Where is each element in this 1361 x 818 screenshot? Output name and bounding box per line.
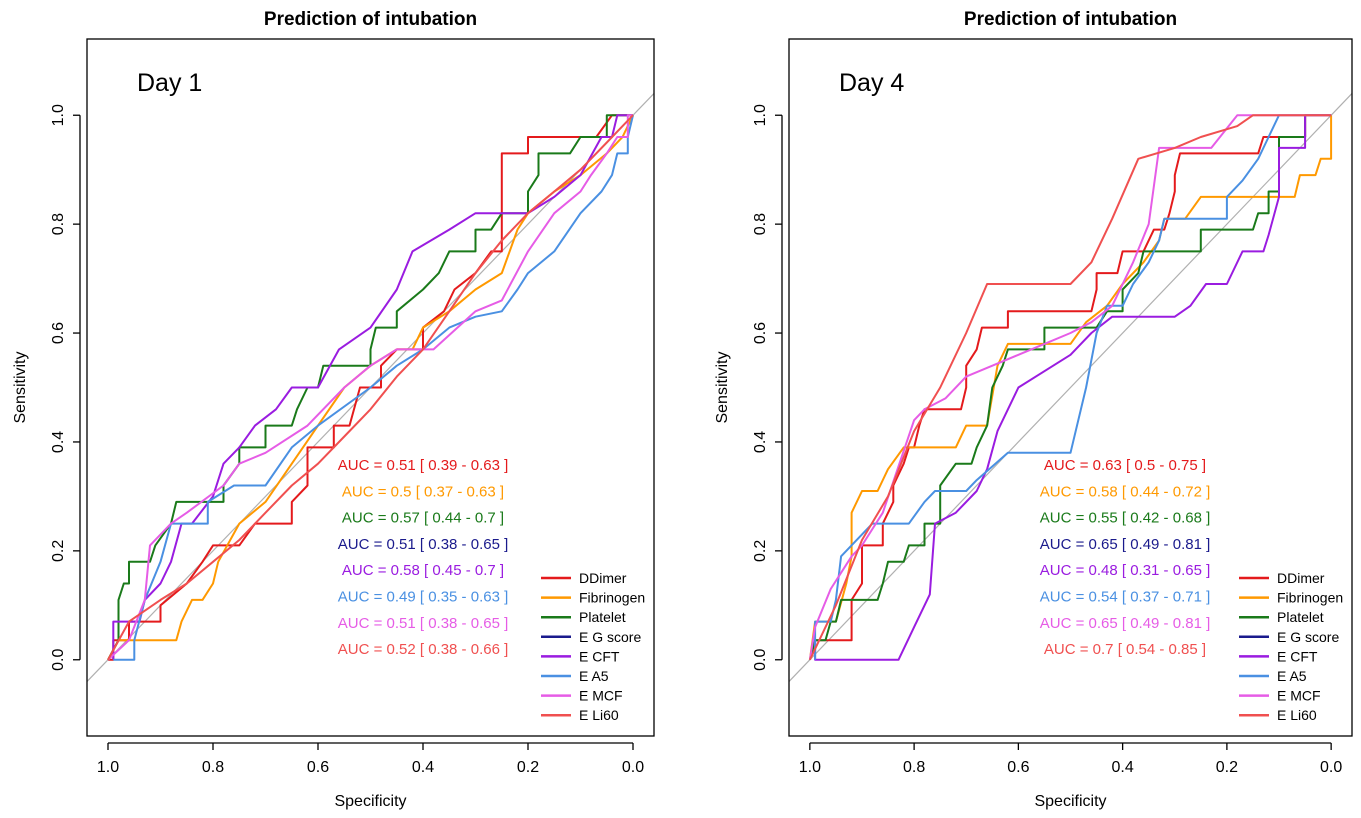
- y-tick-label: 0.8: [50, 213, 67, 235]
- auc-label: AUC = 0.5 [ 0.37 - 0.63 ]: [342, 483, 504, 500]
- y-tick-label: 0.0: [50, 649, 67, 671]
- legend-label: Fibrinogen: [1277, 590, 1343, 606]
- x-tick-label: 0.0: [1320, 759, 1342, 776]
- auc-label: AUC = 0.55 [ 0.42 - 0.68 ]: [1040, 510, 1211, 527]
- panel-label: Day 1: [137, 69, 202, 97]
- roc-curve-e-a5: [814, 114, 1332, 660]
- legend-label: E CFT: [579, 648, 620, 664]
- y-tick-label: 1.0: [752, 104, 769, 126]
- roc-curve-ddimer: [808, 114, 1332, 661]
- legend-label: Platelet: [1277, 609, 1324, 625]
- x-tick-label: 0.8: [202, 759, 224, 776]
- legend-label: E A5: [579, 668, 609, 684]
- y-tick-label: 0.2: [752, 540, 769, 562]
- legend-label: E Li60: [1277, 707, 1317, 723]
- roc-curve-platelet: [808, 114, 1332, 661]
- auc-label: AUC = 0.51 [ 0.39 - 0.63 ]: [338, 457, 509, 474]
- auc-label: AUC = 0.51 [ 0.38 - 0.65 ]: [338, 536, 509, 553]
- legend-label: Fibrinogen: [579, 590, 645, 606]
- x-tick-label: 0.0: [622, 759, 644, 776]
- x-tick-label: 0.8: [903, 759, 925, 776]
- chart-panel-2: Prediction of intubation 1.0 0.8 0.6 0.4 0.2 0…: [714, 9, 1353, 810]
- auc-label: AUC = 0.48 [ 0.31 - 0.65 ]: [1040, 562, 1211, 579]
- panel-label: Day 4: [839, 69, 904, 97]
- legend-label: DDimer: [1277, 570, 1325, 586]
- auc-label: AUC = 0.63 [ 0.5 - 0.75 ]: [1044, 457, 1206, 474]
- y-tick-label: 0.2: [50, 540, 67, 562]
- plot-frame: [788, 38, 1353, 737]
- y-tick-label: 0.4: [50, 431, 67, 453]
- y-tick-label: 0.6: [50, 322, 67, 344]
- chart-panel-1: Prediction of intubation 1.0 0.8 0.6 0.4 0.2 0…: [12, 9, 655, 810]
- roc-curve-e-cft: [112, 114, 633, 660]
- plot-frame: [86, 38, 655, 737]
- x-axis-label: Specificity: [334, 793, 406, 810]
- legend-label: Platelet: [579, 609, 626, 625]
- x-tick-label: 0.4: [1112, 759, 1134, 776]
- auc-label: AUC = 0.54 [ 0.37 - 0.71 ]: [1040, 589, 1211, 606]
- y-axis-label: Sensitivity: [714, 351, 731, 423]
- legend-label: E MCF: [579, 688, 623, 704]
- legend-label: E G score: [579, 629, 641, 645]
- roc-curve-e-mcf: [107, 114, 633, 661]
- plot-area: [87, 93, 654, 682]
- x-tick-label: 1.0: [97, 759, 119, 776]
- roc-curve-e-a5: [113, 114, 634, 661]
- chart-title: Prediction of intubation: [964, 9, 1177, 30]
- plot-area: [789, 93, 1352, 682]
- x-tick-label: 0.6: [307, 759, 329, 776]
- legend-label: DDimer: [579, 570, 627, 586]
- roc-curve-e-li60: [107, 114, 634, 661]
- legend-label: E Li60: [579, 707, 619, 723]
- x-tick-label: 0.2: [517, 759, 539, 776]
- y-tick-label: 0.0: [752, 649, 769, 671]
- y-axis-label: Sensitivity: [12, 351, 29, 423]
- auc-label: AUC = 0.57 [ 0.44 - 0.7 ]: [342, 510, 504, 527]
- auc-label: AUC = 0.58 [ 0.45 - 0.7 ]: [342, 562, 504, 579]
- roc-curve-platelet: [107, 114, 633, 661]
- x-tick-label: 0.4: [412, 759, 434, 776]
- auc-label: AUC = 0.52 [ 0.38 - 0.66 ]: [338, 641, 509, 658]
- legend-label: E MCF: [1277, 688, 1321, 704]
- x-tick-label: 0.2: [1216, 759, 1238, 776]
- auc-label: AUC = 0.7 [ 0.54 - 0.85 ]: [1044, 641, 1206, 658]
- x-tick-label: 0.6: [1007, 759, 1029, 776]
- roc-curve-e-cft: [814, 114, 1332, 661]
- legend-label: E A5: [1277, 668, 1307, 684]
- y-tick-label: 0.4: [752, 431, 769, 453]
- auc-label: AUC = 0.65 [ 0.49 - 0.81 ]: [1040, 615, 1211, 632]
- auc-label: AUC = 0.49 [ 0.35 - 0.63 ]: [338, 589, 509, 606]
- auc-label: AUC = 0.51 [ 0.38 - 0.65 ]: [338, 615, 509, 632]
- roc-curve-e-li60: [808, 114, 1332, 661]
- auc-label: AUC = 0.58 [ 0.44 - 0.72 ]: [1040, 483, 1211, 500]
- x-axis-label: Specificity: [1034, 793, 1106, 810]
- roc-curve-fibrinogen: [808, 115, 1333, 660]
- y-tick-label: 0.8: [752, 213, 769, 235]
- x-tick-label: 1.0: [799, 759, 821, 776]
- y-tick-label: 1.0: [50, 104, 67, 126]
- legend-label: E G score: [1277, 629, 1339, 645]
- auc-label: AUC = 0.65 [ 0.49 - 0.81 ]: [1040, 536, 1211, 553]
- y-tick-label: 0.6: [752, 322, 769, 344]
- chart-title: Prediction of intubation: [264, 9, 477, 30]
- legend-label: E CFT: [1277, 648, 1318, 664]
